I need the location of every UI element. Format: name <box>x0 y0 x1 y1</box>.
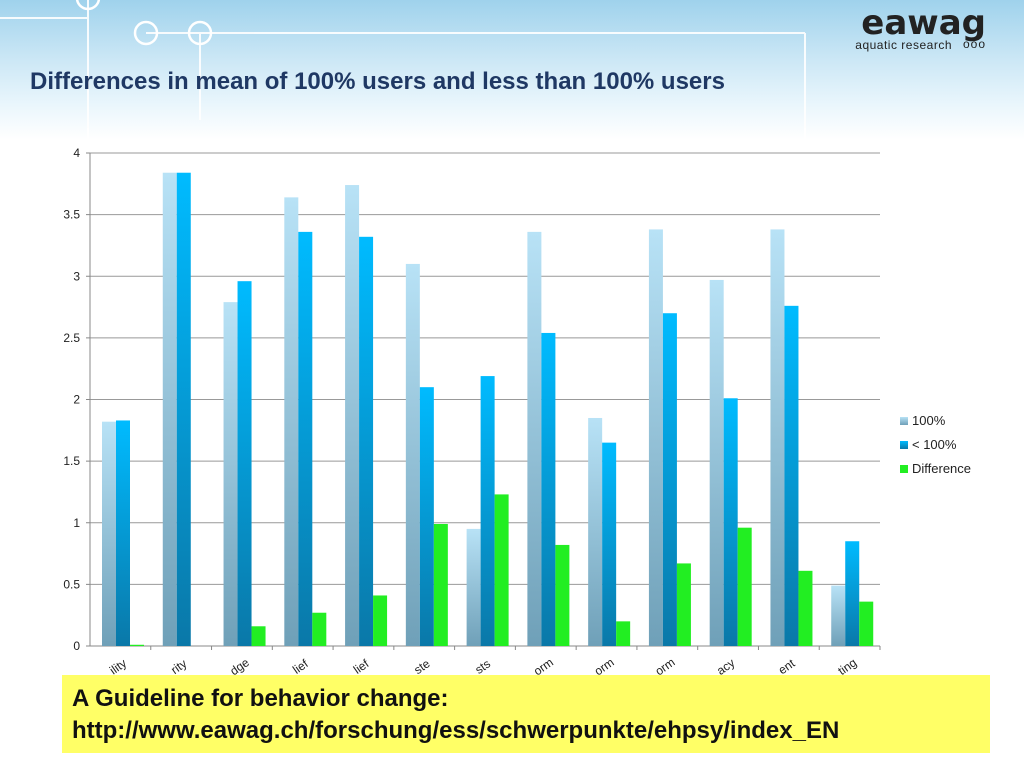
bar-100pct <box>102 421 116 646</box>
y-tick-label: 0 <box>73 639 80 653</box>
bar-difference <box>251 626 266 646</box>
legend-swatch <box>900 465 908 473</box>
bar-difference <box>798 570 813 646</box>
bar-difference <box>737 527 752 646</box>
legend-swatch <box>900 417 908 425</box>
bar-less-100pct <box>723 398 738 646</box>
bar-100pct <box>162 172 177 646</box>
legend-label: Difference <box>912 461 971 476</box>
bar-less-100pct <box>602 442 617 646</box>
bar-less-100pct <box>662 313 677 646</box>
bar-difference <box>859 601 874 646</box>
deco-circle-icon <box>187 20 213 46</box>
y-tick-label: 1.5 <box>63 454 80 468</box>
bar-100pct <box>405 263 420 646</box>
logo-dots: ooo <box>962 37 986 51</box>
bar-less-100pct <box>480 376 495 646</box>
x-tick-label: lief <box>351 656 372 677</box>
bar-less-100pct <box>419 387 434 646</box>
bar-100pct <box>831 585 846 646</box>
bar-100pct <box>223 302 238 646</box>
legend-label: < 100% <box>912 437 957 452</box>
y-tick-label: 3 <box>73 269 80 283</box>
bar-less-100pct <box>237 281 252 646</box>
bar-difference <box>130 644 144 646</box>
bar-less-100pct <box>359 236 374 646</box>
bar-100pct <box>345 185 360 647</box>
y-tick-label: 0.5 <box>63 577 80 591</box>
logo-word: eawag <box>861 3 986 43</box>
bar-100pct <box>588 417 603 646</box>
bar-less-100pct <box>541 332 556 646</box>
header-background <box>0 0 1024 140</box>
x-tick-label: sts <box>472 657 493 677</box>
bar-difference <box>494 494 509 646</box>
y-tick-label: 4 <box>73 146 80 160</box>
y-tick-label: 2.5 <box>63 331 80 345</box>
bar-less-100pct <box>176 172 191 646</box>
bar-difference <box>676 563 691 646</box>
legend-label: 100% <box>912 413 946 428</box>
y-tick-label: 2 <box>73 393 80 407</box>
deco-circle-icon <box>133 20 159 46</box>
x-tick-label: lief <box>290 656 311 677</box>
bar-100pct <box>770 229 785 647</box>
bar-100pct <box>709 279 724 646</box>
bar-less-100pct <box>784 305 799 646</box>
slide-title: Differences in mean of 100% users and le… <box>30 68 725 95</box>
x-tick-label: ste <box>411 656 432 677</box>
guideline-url[interactable]: http://www.eawag.ch/forschung/ess/schwer… <box>72 717 840 744</box>
bar-100pct <box>648 229 663 647</box>
bar-difference <box>616 621 631 646</box>
logo-subtitle: aquatic research <box>855 38 952 52</box>
bar-less-100pct <box>845 541 860 646</box>
bar-100pct <box>466 528 481 646</box>
legend-swatch <box>900 441 908 449</box>
bar-difference <box>555 544 570 646</box>
guideline-line-1: A Guideline for behavior change: <box>72 685 449 712</box>
x-tick-label: rity <box>168 656 189 677</box>
y-tick-label: 3.5 <box>63 208 80 222</box>
bar-less-100pct <box>298 231 313 646</box>
bar-100pct <box>527 231 542 646</box>
bar-difference <box>373 595 388 646</box>
bar-difference <box>433 523 448 646</box>
decorative-lines <box>0 0 806 140</box>
y-tick-label: 1 <box>73 516 80 530</box>
deco-circle-icon <box>75 0 101 11</box>
eawag-logo: eawag aquatic research ooo <box>855 4 986 52</box>
bar-difference <box>312 612 327 646</box>
bar-100pct <box>284 197 299 646</box>
bar-less-100pct <box>116 420 130 646</box>
guideline-note: A Guideline for behavior change: http://… <box>62 675 990 753</box>
